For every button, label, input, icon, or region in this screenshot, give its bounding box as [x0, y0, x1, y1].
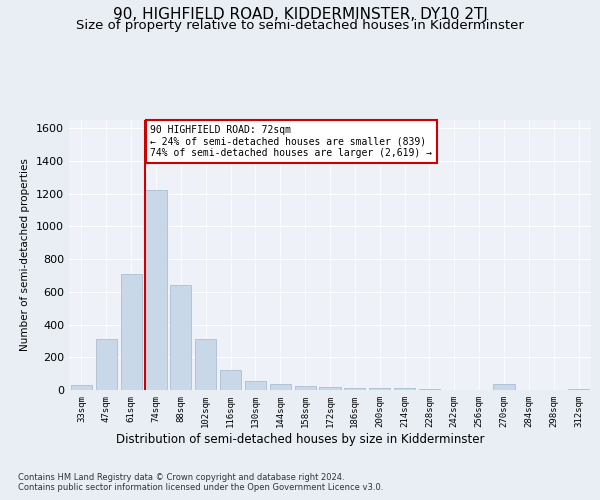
Bar: [121, 274, 142, 390]
Bar: [270, 384, 291, 390]
Bar: [493, 384, 515, 390]
Bar: [245, 381, 266, 390]
Bar: [220, 370, 241, 390]
Bar: [145, 190, 167, 390]
Text: Size of property relative to semi-detached houses in Kidderminster: Size of property relative to semi-detach…: [76, 18, 524, 32]
Bar: [369, 388, 390, 390]
Bar: [568, 389, 589, 390]
Bar: [170, 286, 191, 390]
Text: 90 HIGHFIELD ROAD: 72sqm
← 24% of semi-detached houses are smaller (839)
74% of : 90 HIGHFIELD ROAD: 72sqm ← 24% of semi-d…: [151, 125, 433, 158]
Bar: [71, 385, 92, 390]
Bar: [295, 386, 316, 390]
Text: Distribution of semi-detached houses by size in Kidderminster: Distribution of semi-detached houses by …: [116, 432, 484, 446]
Bar: [195, 340, 216, 390]
Text: 90, HIGHFIELD ROAD, KIDDERMINSTER, DY10 2TJ: 90, HIGHFIELD ROAD, KIDDERMINSTER, DY10 …: [113, 8, 487, 22]
Y-axis label: Number of semi-detached properties: Number of semi-detached properties: [20, 158, 31, 352]
Bar: [96, 340, 117, 390]
Bar: [319, 386, 341, 390]
Bar: [394, 388, 415, 390]
Text: Contains HM Land Registry data © Crown copyright and database right 2024.: Contains HM Land Registry data © Crown c…: [18, 472, 344, 482]
Bar: [344, 388, 365, 390]
Bar: [419, 389, 440, 390]
Text: Contains public sector information licensed under the Open Government Licence v3: Contains public sector information licen…: [18, 484, 383, 492]
